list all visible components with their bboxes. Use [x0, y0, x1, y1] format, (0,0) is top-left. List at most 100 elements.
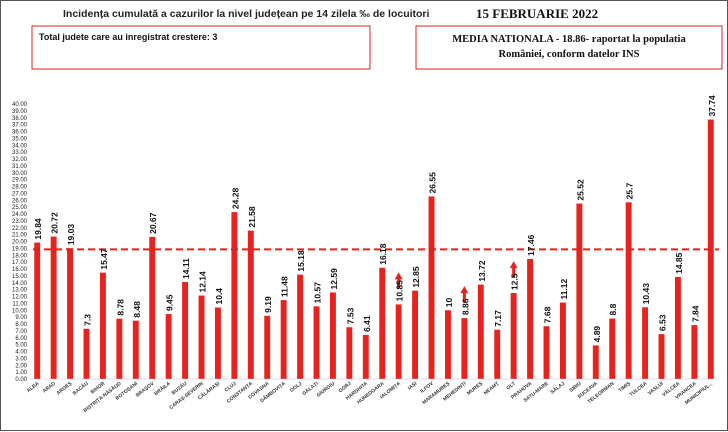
y-tick-label: 28.00 — [12, 185, 28, 191]
y-tick-label: 2.00 — [15, 363, 27, 369]
bar — [329, 292, 336, 379]
data-label: 37.74 — [707, 95, 717, 117]
bar — [444, 310, 451, 379]
data-label: 19.03 — [66, 224, 76, 246]
x-tick-label: OLT — [506, 381, 517, 392]
data-label: 25.52 — [575, 179, 585, 201]
data-label: 12.85 — [411, 266, 421, 288]
data-label: 15.18 — [296, 250, 306, 272]
y-tick-label: 31.00 — [12, 164, 28, 170]
y-tick-label: 1.00 — [15, 370, 27, 376]
bar — [34, 242, 41, 379]
y-tick-label: 19.00 — [12, 246, 28, 252]
data-label: 7.68 — [543, 306, 553, 323]
data-label: 15.47 — [99, 248, 109, 270]
y-tick-label: 29.00 — [12, 178, 28, 184]
y-tick-label: 15.00 — [12, 274, 28, 280]
data-label: 14.11 — [181, 258, 191, 279]
y-tick-label: 0.00 — [15, 377, 27, 383]
y-tick-label: 32.00 — [12, 157, 28, 163]
reference-line-group — [29, 248, 719, 380]
bar — [247, 230, 254, 379]
bar — [691, 325, 698, 379]
y-tick-label: 37.00 — [12, 123, 28, 129]
bar — [510, 293, 517, 379]
data-label: 20.67 — [148, 212, 158, 234]
increase-arrow-icon — [460, 286, 469, 303]
y-tick-label: 9.00 — [15, 315, 27, 321]
bar — [461, 318, 468, 379]
bar — [379, 267, 386, 379]
y-tick-label: 4.00 — [15, 350, 27, 356]
y-tick-label: 22.00 — [12, 226, 28, 232]
data-label: 4.89 — [592, 326, 602, 343]
data-label: 6.41 — [362, 315, 372, 332]
bar — [559, 302, 566, 379]
y-tick-label: 16.00 — [12, 267, 28, 273]
data-label: 8.48 — [132, 301, 142, 318]
y-tick-label: 3.00 — [15, 356, 27, 362]
data-label: 16.18 — [378, 243, 388, 265]
data-label: 11.48 — [280, 276, 290, 297]
bar — [395, 304, 402, 379]
bar — [165, 314, 172, 379]
data-label: 20.72 — [50, 212, 60, 234]
data-label: 7.84 — [690, 305, 700, 322]
bar — [477, 284, 484, 379]
data-label: 10.43 — [641, 283, 651, 305]
bar — [231, 212, 238, 379]
bar — [346, 327, 353, 379]
bar — [642, 307, 649, 379]
x-tick-label: IAȘI — [407, 380, 419, 391]
y-axis: 0.001.002.003.004.005.006.007.008.009.00… — [12, 102, 28, 383]
y-tick-label: 23.00 — [12, 219, 28, 225]
increase-arrow-icon — [394, 272, 403, 289]
y-tick-label: 40.00 — [12, 102, 28, 108]
bar — [149, 236, 156, 379]
data-label: 8.86 — [460, 298, 470, 315]
bar — [674, 276, 681, 379]
bar — [264, 315, 271, 379]
bar — [83, 328, 90, 379]
data-label: 12.5 — [510, 273, 520, 290]
y-tick-label: 7.00 — [15, 329, 27, 335]
y-tick-label: 39.00 — [12, 109, 28, 115]
bar — [494, 329, 501, 379]
info-box — [31, 25, 371, 70]
data-label: 7.17 — [493, 310, 503, 327]
y-tick-label: 38.00 — [12, 116, 28, 122]
bar — [543, 326, 550, 379]
value-labels-group: 19.84 20.72 19.03 7.3 15.47 8.78 8.48 20.67 9.45… — [33, 95, 717, 342]
media-box-line2: României, conform datelor INS — [499, 49, 640, 60]
data-label: 17.46 — [526, 234, 536, 256]
x-tick-label: MUREȘ — [466, 380, 484, 396]
y-tick-label: 30.00 — [12, 171, 28, 177]
data-label: 26.55 — [428, 172, 438, 194]
bar — [198, 295, 205, 379]
y-tick-label: 21.00 — [12, 233, 28, 239]
data-label: 10.85 — [395, 280, 405, 302]
bar — [412, 290, 419, 379]
bar — [297, 274, 304, 379]
data-label: 11.12 — [559, 278, 569, 299]
bar — [132, 320, 139, 379]
y-tick-label: 24.00 — [12, 212, 28, 218]
x-tick-label: BACĂU — [71, 380, 90, 397]
y-tick-label: 25.00 — [12, 205, 28, 211]
x-tick-label: BRĂILA — [153, 380, 172, 397]
data-label: 12.14 — [198, 271, 208, 293]
data-label: 7.53 — [345, 307, 355, 324]
data-label: 8.8 — [608, 303, 618, 315]
data-label: 19.84 — [33, 218, 43, 240]
data-label: 10 — [444, 298, 454, 308]
media-box — [415, 25, 723, 70]
y-tick-label: 13.00 — [12, 288, 28, 294]
bar — [50, 236, 57, 379]
info-box-text: Total judete care au inregistrat crester… — [39, 32, 217, 42]
data-label: 9.19 — [263, 296, 273, 313]
x-tick-label: GIURGIU — [316, 381, 337, 399]
y-tick-label: 5.00 — [15, 343, 27, 349]
y-tick-label: 35.00 — [12, 136, 28, 142]
